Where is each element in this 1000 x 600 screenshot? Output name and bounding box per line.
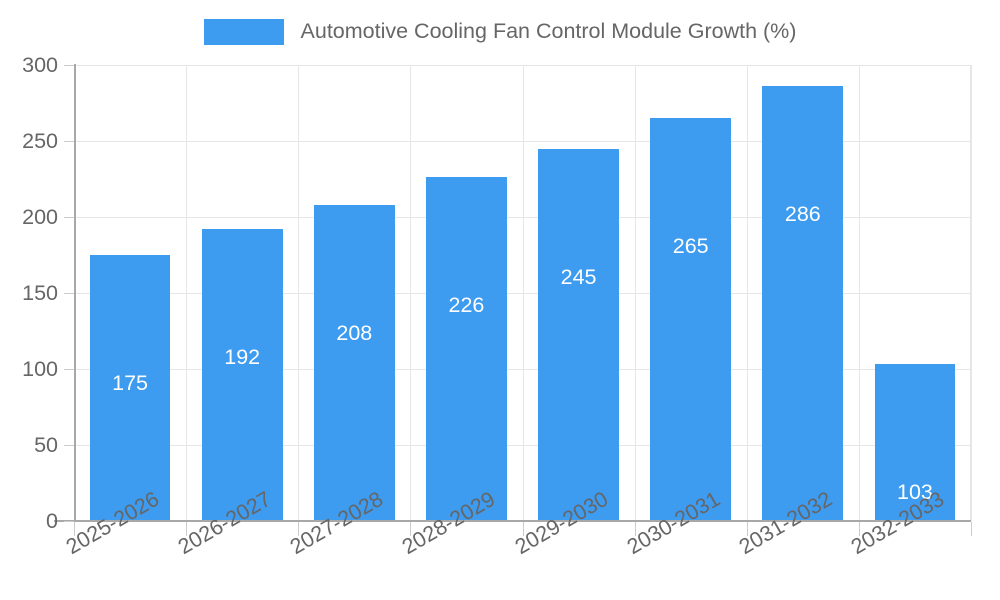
y-axis-tick-label: 50 bbox=[34, 433, 58, 457]
gridline-horizontal bbox=[74, 369, 971, 370]
x-axis-tick-mark bbox=[747, 522, 748, 536]
gridline-horizontal bbox=[74, 217, 971, 218]
bar-value-label: 208 bbox=[336, 320, 373, 345]
x-axis-tick-mark bbox=[971, 522, 972, 536]
bar[interactable]: 175 bbox=[89, 255, 171, 521]
y-axis-tick-mark bbox=[64, 369, 74, 370]
x-axis-tick-mark bbox=[523, 522, 524, 536]
gridline-horizontal bbox=[74, 141, 971, 142]
legend-color-swatch bbox=[203, 19, 284, 45]
y-axis-tick-label: 150 bbox=[22, 281, 58, 305]
y-axis-tick-label: 0 bbox=[46, 509, 58, 533]
bar[interactable]: 226 bbox=[426, 177, 507, 521]
bar[interactable]: 208 bbox=[313, 204, 395, 521]
legend-label: Automotive Cooling Fan Control Module Gr… bbox=[300, 19, 797, 44]
y-axis-tick-label: 100 bbox=[22, 357, 58, 381]
bar[interactable]: 286 bbox=[762, 86, 844, 521]
x-axis-line bbox=[54, 520, 971, 522]
legend-item[interactable]: Automotive Cooling Fan Control Module Gr… bbox=[203, 19, 797, 45]
plot-right-border bbox=[970, 65, 971, 521]
y-axis-tick-mark bbox=[64, 293, 74, 294]
x-axis-tick-mark bbox=[635, 522, 636, 536]
gridline-horizontal bbox=[74, 65, 971, 66]
bar[interactable]: 265 bbox=[650, 118, 732, 521]
plot-area: 175 192 208 226 245 265 286 103 bbox=[74, 65, 972, 522]
y-axis-tick-mark bbox=[64, 217, 74, 218]
y-axis-tick-mark bbox=[64, 521, 74, 522]
y-axis-tick-label: 250 bbox=[22, 129, 58, 153]
chart-legend: Automotive Cooling Fan Control Module Gr… bbox=[0, 14, 1000, 50]
y-axis-tick-mark bbox=[64, 445, 74, 446]
gridline-vertical bbox=[747, 65, 748, 521]
y-axis-tick-mark bbox=[64, 65, 74, 66]
gridline-vertical bbox=[971, 65, 972, 521]
gridline-vertical bbox=[186, 65, 187, 521]
gridline-vertical bbox=[298, 65, 299, 521]
bar-value-label: 265 bbox=[672, 234, 709, 259]
bar[interactable]: 192 bbox=[201, 229, 283, 521]
gridline-vertical bbox=[523, 65, 524, 521]
bar-value-label: 192 bbox=[224, 345, 261, 370]
bar-value-label: 286 bbox=[784, 202, 821, 227]
x-axis-tick-mark bbox=[186, 522, 187, 536]
bar-value-label: 175 bbox=[112, 371, 148, 395]
x-axis-tick-mark bbox=[74, 522, 75, 536]
y-axis-tick-mark bbox=[64, 141, 74, 142]
gridline-vertical bbox=[859, 65, 860, 521]
bar-value-label: 226 bbox=[448, 293, 485, 318]
x-axis-tick-mark bbox=[410, 522, 411, 536]
bar-value-label: 245 bbox=[560, 264, 597, 289]
y-axis-tick-label: 200 bbox=[22, 205, 58, 229]
x-axis-tick-mark bbox=[298, 522, 299, 536]
gridline-horizontal bbox=[74, 445, 971, 446]
bar[interactable]: 245 bbox=[538, 148, 619, 521]
gridline-horizontal bbox=[74, 293, 971, 294]
gridline-vertical bbox=[410, 65, 411, 521]
y-axis-line bbox=[74, 64, 76, 522]
gridline-vertical bbox=[635, 65, 636, 521]
x-axis-tick-mark bbox=[859, 522, 860, 536]
y-axis-tick-label: 300 bbox=[22, 53, 58, 77]
